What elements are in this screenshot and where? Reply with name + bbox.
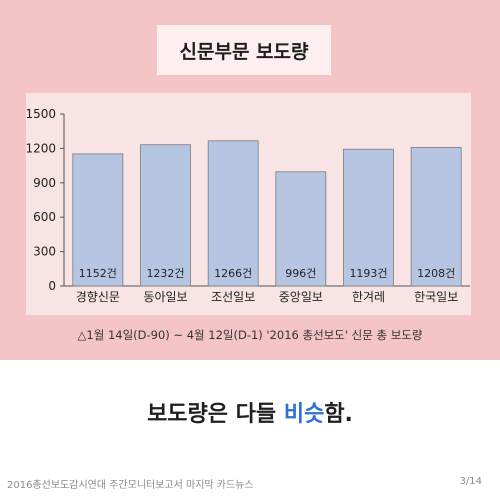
headline-suffix: 함. [324,402,353,427]
y-tick-label: 1500 [25,107,56,121]
y-tick-label: 1200 [25,141,56,155]
headline-highlight: 비슷 [283,402,325,427]
bar [207,140,259,287]
bar [140,144,191,287]
data-label: 1152건 [79,267,117,280]
bar [275,171,327,287]
x-tick-label: 동아일보 [143,290,187,304]
x-tick-label: 중앙일보 [279,290,323,304]
y-tick-label: 600 [33,210,56,224]
bar [343,148,394,287]
title-box: 신문부문 보도량 [157,25,331,75]
page-number: 3/14 [459,476,482,487]
data-label: 996건 [285,267,316,280]
y-tick-label: 900 [33,176,56,190]
data-label: 1232건 [146,267,184,280]
data-label: 1266건 [214,267,252,280]
bar [72,153,124,287]
x-tick-label: 한겨레 [352,290,385,304]
chart-caption: △1월 14일(D-90) ~ 4월 12일(D-1) '2016 총선보도' … [77,328,423,342]
x-tick-label: 경향신문 [76,290,120,304]
headline-prefix: 보도량은 다들 [147,402,284,427]
bar [410,147,462,287]
y-tick-label: 300 [33,245,56,259]
footer: 2016총선보도감시연대 주간모니터보고서 마지막 카드뉴스 3/14 [0,476,500,500]
page-title: 신문부문 보도량 [179,40,309,63]
data-label: 1208건 [417,267,455,280]
footer-source: 2016총선보도감시연대 주간모니터보고서 마지막 카드뉴스 [7,480,254,491]
x-tick-label: 한국일보 [414,290,458,304]
data-label: 1193건 [349,267,387,280]
x-tick-label: 조선일보 [211,290,255,304]
headline: 보도량은 다들 비슷함. [0,396,500,428]
y-tick-label: 0 [48,279,56,293]
